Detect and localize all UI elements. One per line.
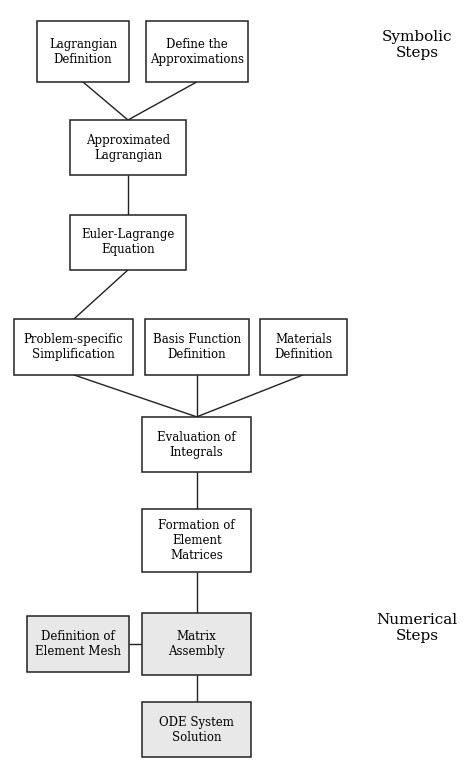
Text: Problem-specific
Simplification: Problem-specific Simplification bbox=[24, 333, 123, 361]
Text: Define the
Approximations: Define the Approximations bbox=[150, 38, 244, 66]
Bar bbox=[14, 319, 133, 375]
Bar bbox=[36, 22, 129, 82]
Text: Symbolic
Steps: Symbolic Steps bbox=[382, 29, 452, 60]
Bar bbox=[146, 22, 247, 82]
Bar bbox=[145, 319, 249, 375]
Bar bbox=[259, 319, 347, 375]
Bar bbox=[142, 509, 251, 572]
Text: Numerical
Steps: Numerical Steps bbox=[376, 613, 458, 643]
Text: Evaluation of
Integrals: Evaluation of Integrals bbox=[157, 431, 236, 458]
Text: Approximated
Lagrangian: Approximated Lagrangian bbox=[86, 134, 170, 162]
Text: Basis Function
Definition: Basis Function Definition bbox=[153, 333, 241, 361]
Text: Materials
Definition: Materials Definition bbox=[274, 333, 333, 361]
Text: Matrix
Assembly: Matrix Assembly bbox=[168, 630, 225, 658]
Bar bbox=[142, 613, 251, 675]
Bar bbox=[70, 214, 186, 270]
Bar bbox=[70, 120, 186, 175]
Text: Euler-Lagrange
Equation: Euler-Lagrange Equation bbox=[82, 228, 174, 257]
Bar bbox=[27, 616, 129, 672]
Text: Definition of
Element Mesh: Definition of Element Mesh bbox=[35, 630, 121, 658]
Text: Formation of
Element
Matrices: Formation of Element Matrices bbox=[158, 519, 235, 562]
Bar bbox=[142, 702, 251, 757]
Text: Lagrangian
Definition: Lagrangian Definition bbox=[49, 38, 117, 66]
Bar bbox=[142, 417, 251, 472]
Text: ODE System
Solution: ODE System Solution bbox=[159, 716, 234, 743]
